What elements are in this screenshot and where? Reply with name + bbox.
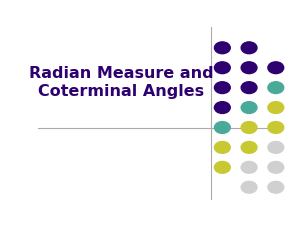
Circle shape bbox=[214, 142, 230, 153]
Circle shape bbox=[214, 82, 230, 94]
Circle shape bbox=[241, 62, 257, 74]
Circle shape bbox=[241, 102, 257, 113]
Circle shape bbox=[268, 82, 284, 94]
Circle shape bbox=[214, 162, 230, 173]
Circle shape bbox=[214, 42, 230, 54]
Circle shape bbox=[268, 122, 284, 133]
Circle shape bbox=[241, 181, 257, 193]
Circle shape bbox=[241, 162, 257, 173]
Circle shape bbox=[268, 162, 284, 173]
Circle shape bbox=[241, 122, 257, 133]
Circle shape bbox=[268, 102, 284, 113]
Circle shape bbox=[241, 42, 257, 54]
Text: Radian Measure and
Coterminal Angles: Radian Measure and Coterminal Angles bbox=[29, 66, 214, 99]
Circle shape bbox=[214, 62, 230, 74]
Circle shape bbox=[214, 122, 230, 133]
Circle shape bbox=[241, 142, 257, 153]
Circle shape bbox=[268, 181, 284, 193]
Circle shape bbox=[214, 102, 230, 113]
Circle shape bbox=[268, 62, 284, 74]
Circle shape bbox=[268, 142, 284, 153]
Circle shape bbox=[241, 82, 257, 94]
